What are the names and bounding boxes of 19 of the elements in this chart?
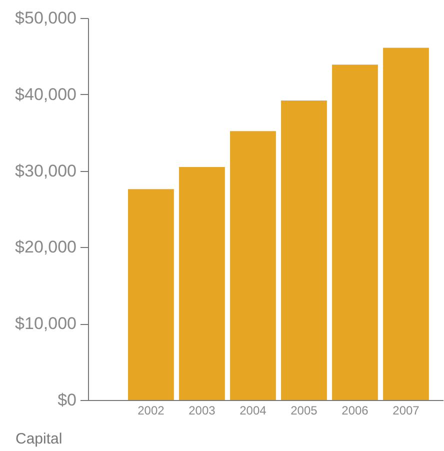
y-tick-label: $30,000 (15, 161, 76, 180)
y-tick-label: $10,000 (15, 314, 76, 334)
bar (230, 131, 276, 400)
y-tick-label: $20,000 (15, 238, 76, 257)
bar (128, 189, 174, 400)
x-axis-title: Capital (16, 430, 62, 448)
x-tick-label: 2007 (392, 404, 420, 418)
bar (332, 64, 378, 400)
x-tick-label: 2005 (290, 404, 318, 418)
bar (383, 48, 429, 400)
bar (179, 166, 225, 400)
y-tick-label: $50,000 (15, 8, 76, 28)
x-tick-label: 2003 (188, 404, 216, 418)
x-tick-label: 2002 (138, 404, 165, 418)
x-tick-label: 2006 (342, 404, 369, 418)
y-tick-label: $40,000 (15, 84, 76, 104)
x-tick-label: 2004 (240, 404, 267, 418)
bar (281, 100, 327, 400)
y-tick-label: $0 (58, 390, 76, 410)
